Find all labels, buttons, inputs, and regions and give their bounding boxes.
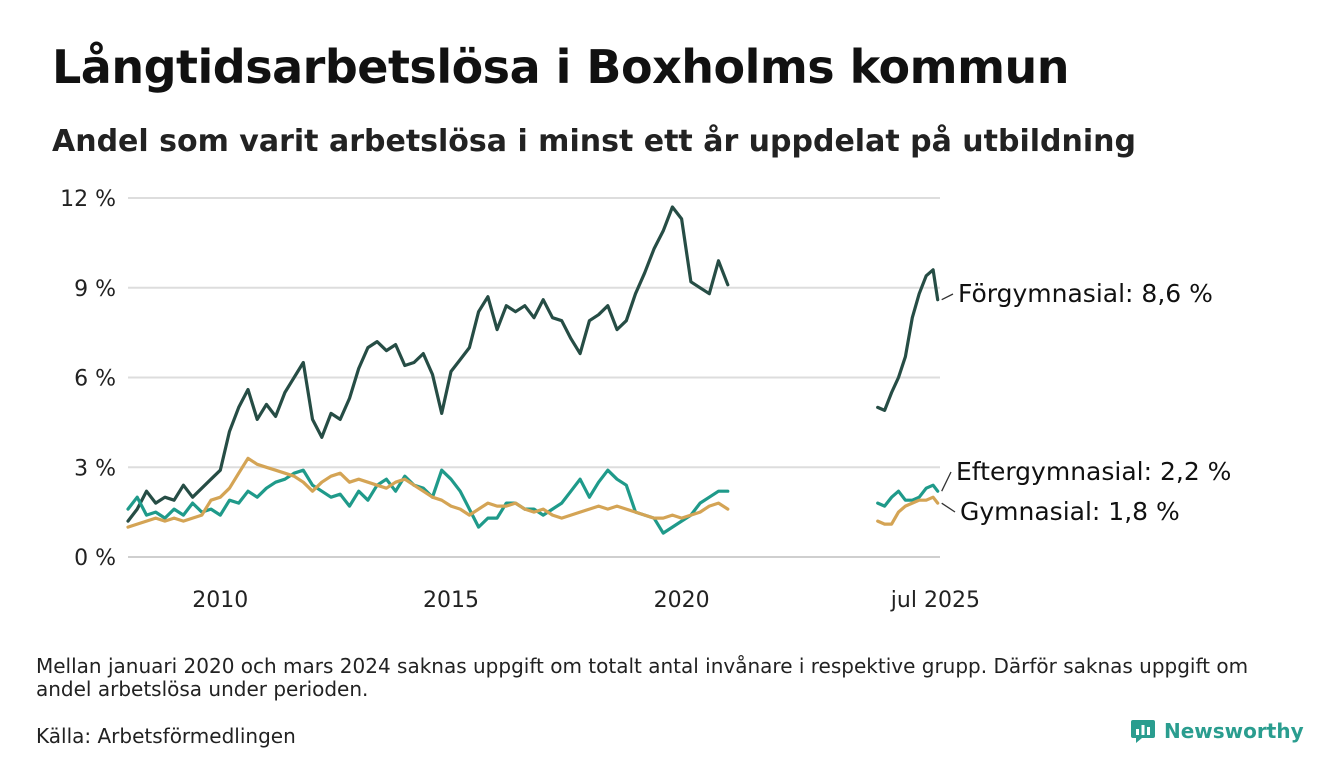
chart-subtitle: Andel som varit arbetslösa i minst ett å… — [52, 124, 1136, 159]
y-axis-ticks: 0 % 3 % 6 % 9 % 12 % — [60, 187, 116, 571]
gridlines — [128, 197, 940, 558]
series-line-eftergymnasial — [876, 483, 940, 508]
series-line-förgymnasial — [876, 268, 940, 412]
line-chart: 0 % 3 % 6 % 9 % 12 % 2010 2015 2020 jul 2025 Fö… — [60, 187, 1231, 613]
x-tick-label: 2015 — [423, 588, 479, 613]
y-tick-label: 6 % — [74, 367, 116, 392]
series-end-labels: Förgymnasial: 8,6 % Eftergymnasial: 2,2 %… — [941, 279, 1231, 526]
newsworthy-logo: Newsworthy — [1130, 718, 1304, 744]
x-tick-label: 2020 — [654, 588, 710, 613]
series-end-label: Förgymnasial: 8,6 % — [958, 279, 1213, 308]
chart-title: Långtidsarbetslösa i Boxholms kommun — [52, 40, 1070, 94]
y-tick-label: 0 % — [74, 546, 116, 571]
source-credit: Källa: Arbetsförmedlingen — [36, 724, 296, 748]
x-tick-label: jul 2025 — [890, 588, 980, 613]
series-end-label: Gymnasial: 1,8 % — [960, 497, 1180, 526]
x-axis-ticks: 2010 2015 2020 jul 2025 — [192, 588, 980, 613]
bar-chart-icon — [1131, 720, 1155, 743]
label-leader-line — [941, 502, 956, 513]
footnote: Mellan januari 2020 och mars 2024 saknas… — [36, 654, 1249, 701]
y-tick-label: 3 % — [74, 456, 116, 481]
series-line-eftergymnasial — [126, 468, 730, 535]
y-tick-label: 9 % — [74, 277, 116, 302]
series-line-gymnasial — [126, 456, 730, 529]
brand-name: Newsworthy — [1164, 719, 1304, 743]
x-tick-label: 2010 — [192, 588, 248, 613]
label-leader-line — [941, 471, 952, 492]
series-line-gymnasial — [876, 495, 940, 526]
series-line-förgymnasial — [126, 205, 730, 523]
series-lines — [126, 205, 940, 535]
label-leader-line — [941, 293, 954, 301]
y-tick-label: 12 % — [60, 187, 116, 212]
series-end-label: Eftergymnasial: 2,2 % — [956, 457, 1231, 486]
